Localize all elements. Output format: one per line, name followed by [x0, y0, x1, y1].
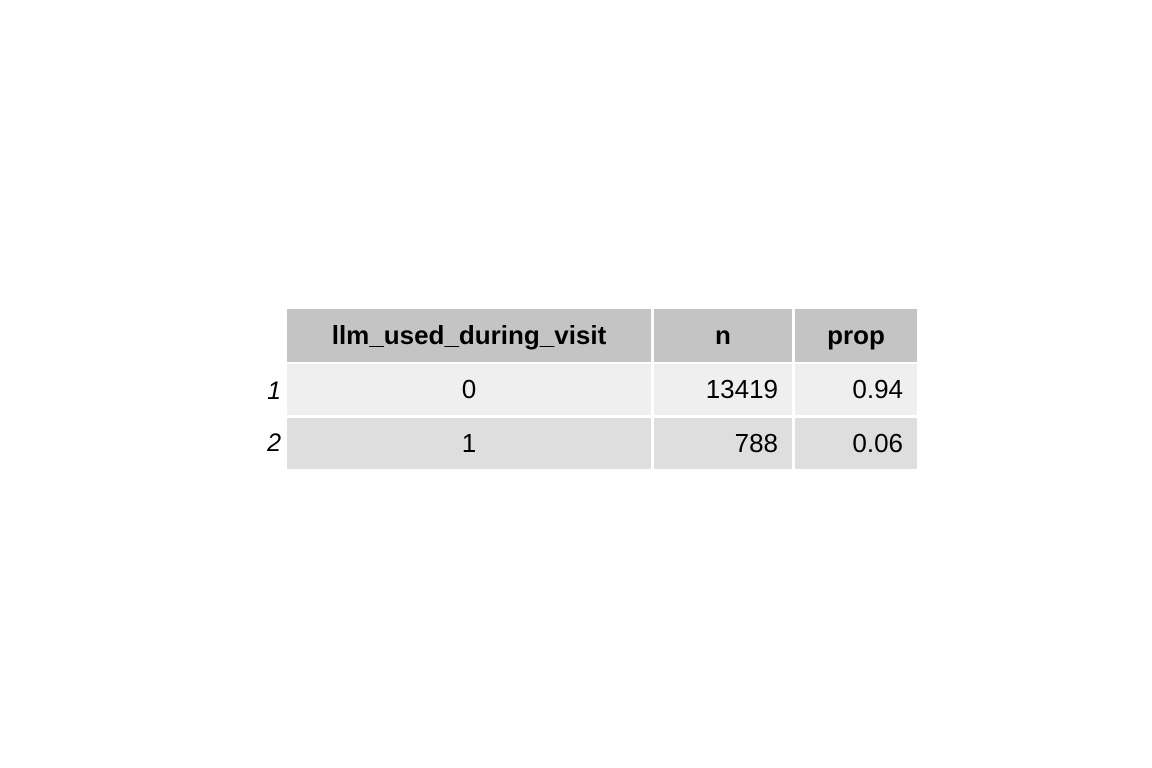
row-index-label: 2: [235, 418, 287, 469]
column-header-prop: prop: [795, 309, 917, 364]
cell-n: 13419: [654, 364, 795, 418]
cell-n: 788: [654, 418, 795, 469]
frequency-table: llm_used_during_visit n prop 1 0 13419 0…: [235, 309, 917, 469]
table-row: 2 1 788 0.06: [235, 418, 917, 469]
cell-prop: 0.94: [795, 364, 917, 418]
column-header-n: n: [654, 309, 795, 364]
table-header: llm_used_during_visit n prop: [235, 309, 917, 364]
cell-prop: 0.06: [795, 418, 917, 469]
table-body: 1 0 13419 0.94 2 1 788 0.06: [235, 364, 917, 469]
cell-llm-used-during-visit: 0: [287, 364, 654, 418]
table-header-row: llm_used_during_visit n prop: [235, 309, 917, 364]
table-row: 1 0 13419 0.94: [235, 364, 917, 418]
cell-llm-used-during-visit: 1: [287, 418, 654, 469]
column-header-llm-used-during-visit: llm_used_during_visit: [287, 309, 654, 364]
row-index-header: [235, 309, 287, 364]
row-index-label: 1: [235, 364, 287, 418]
table-container: llm_used_during_visit n prop 1 0 13419 0…: [0, 309, 1152, 469]
